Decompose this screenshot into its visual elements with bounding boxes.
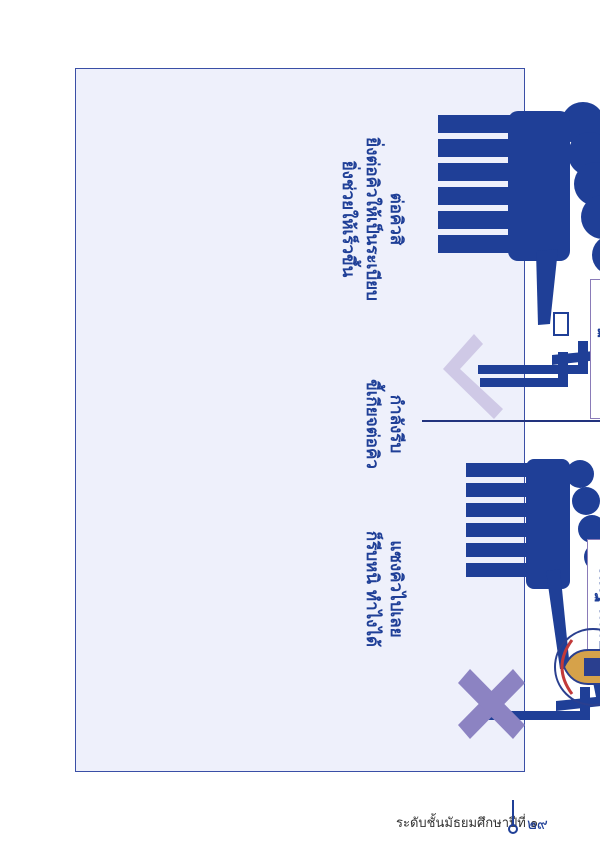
person-body xyxy=(526,459,570,589)
person-legs xyxy=(438,211,510,229)
person-head xyxy=(592,235,600,275)
person-head xyxy=(566,460,594,488)
check-mark-icon xyxy=(443,334,503,419)
footer-text: ระดับชั้นมัธยมศึกษาปีที่ ๑ xyxy=(396,816,539,831)
person-legs xyxy=(438,139,510,157)
money-icon xyxy=(553,312,569,336)
person-legs xyxy=(466,523,528,537)
cross-mark-icon xyxy=(458,669,525,739)
school-emblem-icon xyxy=(554,628,600,706)
person-body xyxy=(508,111,570,261)
person-legs xyxy=(438,235,510,253)
person-legs xyxy=(438,187,510,205)
reaching-arm xyxy=(546,569,570,669)
person-legs xyxy=(438,115,510,133)
center-caption-line1: กำลังรีบ xyxy=(386,394,406,454)
right-caption-line1: แซงคิวไปเลย xyxy=(386,540,406,638)
person-head xyxy=(578,515,600,543)
person-legs xyxy=(466,563,528,577)
slide-frame: ฐานสอง VS ฐานสิบ xyxy=(75,68,600,772)
footer-divider-icon xyxy=(508,800,518,834)
slide-content: ฐานสอง VS ฐานสิบ xyxy=(278,69,600,773)
reaching-arm xyxy=(536,249,558,325)
counter-desk xyxy=(480,352,568,387)
right-caption: แซงคิวไปเลย ก็รีบหนิ ทำไงได้ xyxy=(360,499,408,679)
queue-illustration xyxy=(438,102,600,739)
left-caption-line3: ยิ่งช่วยให้เร็วขึ้น xyxy=(338,160,358,278)
center-caption-line2: ขี้เกียจต่อคิว xyxy=(362,379,382,469)
person-legs xyxy=(438,163,510,181)
person-legs xyxy=(466,483,528,497)
base-two-bubble: คิดฐานสอง xyxy=(590,279,600,419)
person-legs xyxy=(466,543,528,557)
center-caption: กำลังรีบ ขี้เกียจต่อคิว xyxy=(360,349,408,499)
left-caption-line1: ต่อคิวสิ xyxy=(386,192,406,246)
person-head xyxy=(568,132,600,176)
right-caption-line2: ก็รีบหนิ ทำไงได้ xyxy=(362,530,382,648)
left-caption: ต่อคิวสิ ยิ่งต่อคิวให้เป็นระเบียบ ยิ่งช่… xyxy=(336,109,408,329)
person-head xyxy=(574,162,600,206)
person-head xyxy=(572,487,600,515)
person-legs xyxy=(466,503,528,517)
person-head xyxy=(581,195,600,239)
person-legs xyxy=(466,463,528,477)
center-divider xyxy=(422,420,600,422)
page-number: ๒๙ xyxy=(527,815,548,833)
left-caption-line2: ยิ่งต่อคิวให้เป็นระเบียบ xyxy=(362,137,382,301)
